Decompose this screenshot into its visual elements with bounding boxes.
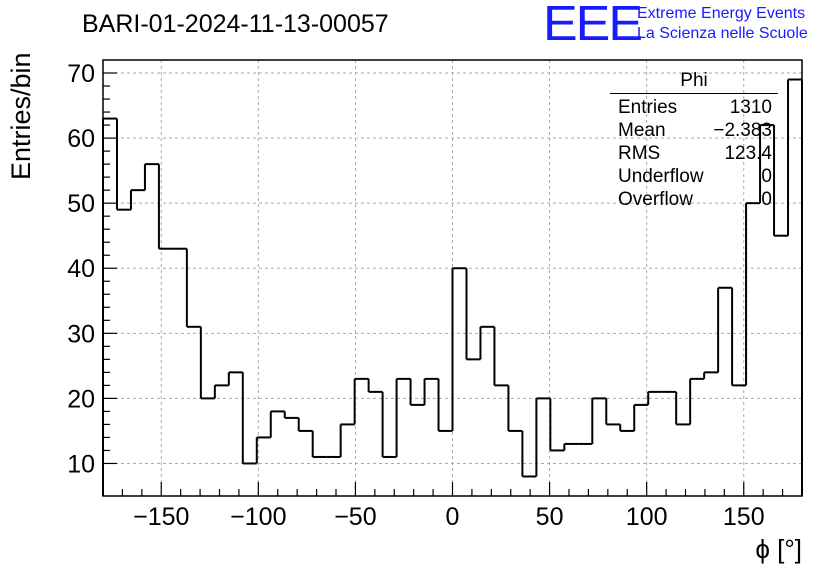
eee-logo-mark: EEE bbox=[543, 0, 643, 52]
y-tick-label: 70 bbox=[67, 60, 95, 88]
x-axis: −150 −100 −50 0 50 100 150 bbox=[102, 482, 803, 531]
x-tick-label: −150 bbox=[133, 503, 189, 531]
y-tick-label: 40 bbox=[67, 255, 95, 283]
y-tick-label: 50 bbox=[67, 190, 95, 218]
stats-title: Phi bbox=[610, 70, 778, 94]
stats-label: Overflow bbox=[618, 189, 693, 210]
x-tick-label: 50 bbox=[536, 503, 564, 531]
stats-value: 0 bbox=[761, 189, 772, 210]
chart-title: BARI-01-2024-11-13-00057 bbox=[82, 10, 389, 38]
stats-value: 0 bbox=[761, 166, 772, 187]
y-tick-label: 30 bbox=[67, 320, 95, 348]
stats-label: Mean bbox=[618, 120, 666, 141]
stats-row-overflow: Overflow 0 bbox=[610, 188, 778, 211]
x-tick-label: 150 bbox=[723, 503, 765, 531]
stats-label: RMS bbox=[618, 143, 661, 164]
grid-lines bbox=[103, 60, 802, 496]
stats-box: Phi Entries 1310 Mean −2.383 RMS 123.4 U… bbox=[610, 70, 778, 211]
stats-row-entries: Entries 1310 bbox=[610, 96, 778, 119]
logo-line-1: Extreme Energy Events bbox=[637, 5, 806, 22]
x-tick-label: −50 bbox=[334, 503, 376, 531]
y-axis: 10 20 30 40 50 60 70 bbox=[67, 60, 117, 478]
stats-row-underflow: Underflow 0 bbox=[610, 165, 778, 188]
x-tick-label: 100 bbox=[626, 503, 668, 531]
stats-row-rms: RMS 123.4 bbox=[610, 142, 778, 165]
y-axis-label: Entries/bin bbox=[6, 52, 36, 180]
stats-value: 1310 bbox=[729, 97, 772, 118]
x-axis-label: ϕ [°] bbox=[755, 534, 802, 564]
stats-value: −2.383 bbox=[713, 120, 772, 141]
y-tick-label: 20 bbox=[67, 385, 95, 413]
logo-line-2: La Scienza nelle Scuole bbox=[637, 25, 808, 42]
stats-row-mean: Mean −2.383 bbox=[610, 119, 778, 142]
x-tick-label: 0 bbox=[446, 503, 460, 531]
y-tick-label: 10 bbox=[67, 450, 95, 478]
stats-label: Entries bbox=[618, 97, 678, 118]
stats-value: 123.4 bbox=[724, 143, 772, 164]
stats-label: Underflow bbox=[618, 166, 704, 187]
y-tick-label: 60 bbox=[67, 125, 95, 153]
x-tick-label: −100 bbox=[230, 503, 286, 531]
